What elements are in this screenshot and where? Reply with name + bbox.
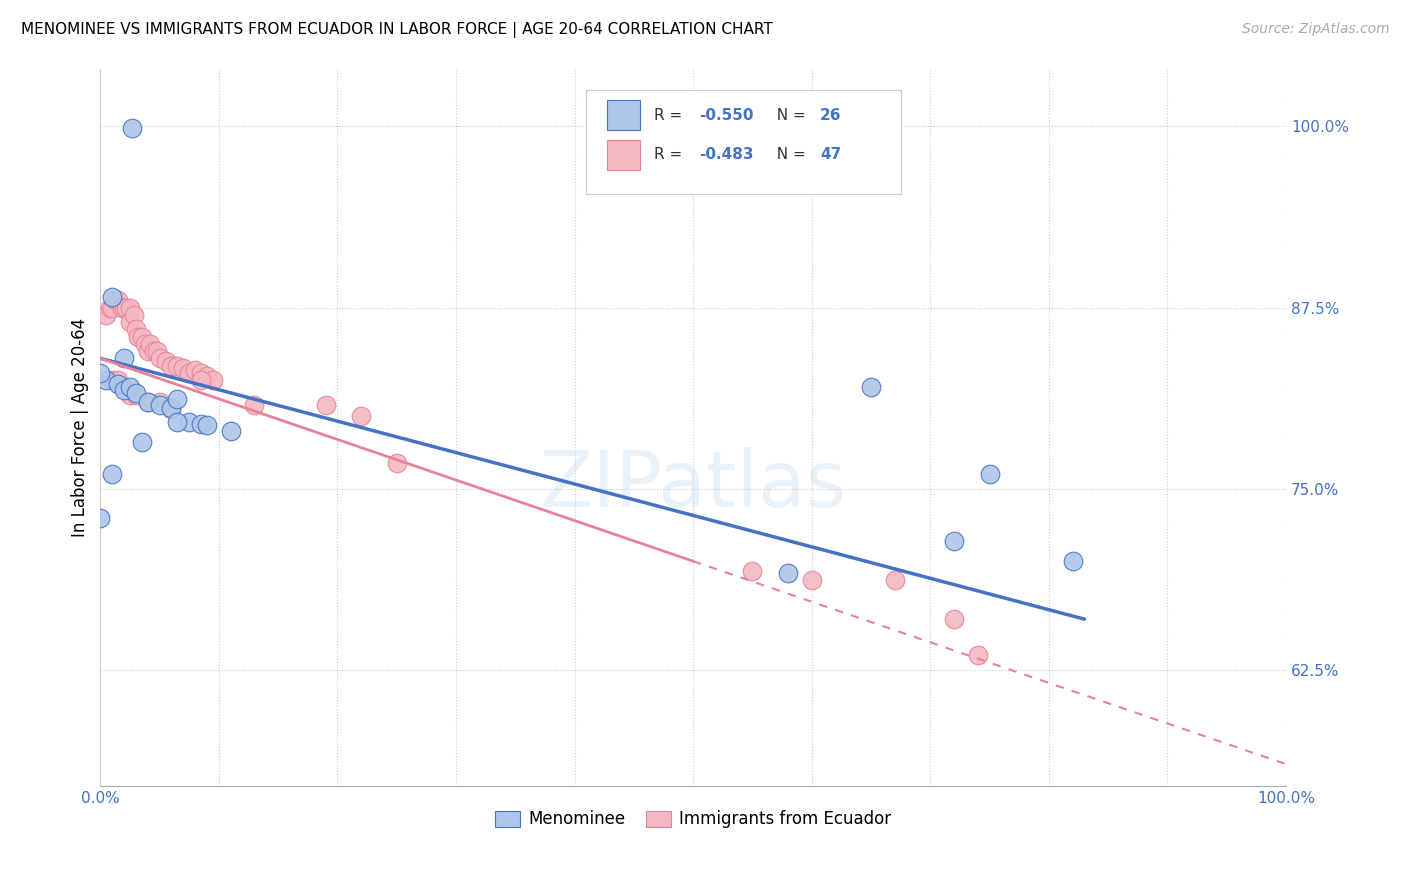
Point xyxy=(136,344,159,359)
Point xyxy=(149,398,172,412)
Text: 47: 47 xyxy=(820,147,841,162)
Point xyxy=(89,366,111,380)
Text: N =: N = xyxy=(766,108,810,122)
Text: MENOMINEE VS IMMIGRANTS FROM ECUADOR IN LABOR FORCE | AGE 20-64 CORRELATION CHAR: MENOMINEE VS IMMIGRANTS FROM ECUADOR IN … xyxy=(21,22,773,38)
Point xyxy=(131,435,153,450)
Point xyxy=(101,290,124,304)
FancyBboxPatch shape xyxy=(606,139,640,169)
Point xyxy=(101,467,124,482)
Text: ZIPatlas: ZIPatlas xyxy=(540,447,846,523)
Point xyxy=(776,566,799,580)
Point xyxy=(98,301,121,315)
Point xyxy=(125,386,148,401)
Point xyxy=(179,415,201,429)
Point xyxy=(122,308,145,322)
Point xyxy=(966,648,988,663)
Point xyxy=(111,301,134,315)
Point xyxy=(101,373,124,387)
Point xyxy=(179,366,201,380)
Point xyxy=(943,612,966,626)
Point xyxy=(883,573,905,587)
Point xyxy=(107,377,129,392)
Text: -0.483: -0.483 xyxy=(699,147,754,162)
Point xyxy=(1062,554,1084,568)
Point xyxy=(160,401,183,415)
Point xyxy=(184,363,207,377)
Point xyxy=(103,293,125,308)
Point xyxy=(195,417,218,432)
Point xyxy=(172,361,194,376)
Point xyxy=(943,533,966,548)
Point xyxy=(127,329,149,343)
Point xyxy=(160,402,183,417)
Point xyxy=(112,301,135,315)
Point xyxy=(96,308,118,322)
Point xyxy=(107,373,129,387)
Legend: Menominee, Immigrants from Ecuador: Menominee, Immigrants from Ecuador xyxy=(488,804,898,835)
Point xyxy=(139,336,162,351)
Point xyxy=(146,344,169,359)
Point xyxy=(166,359,188,373)
Text: 26: 26 xyxy=(820,108,842,122)
Point xyxy=(190,373,212,387)
Point xyxy=(859,380,882,394)
FancyBboxPatch shape xyxy=(586,90,901,194)
Point xyxy=(115,301,138,315)
Point xyxy=(134,336,156,351)
Point xyxy=(118,387,141,401)
Point xyxy=(112,351,135,366)
Point xyxy=(142,344,165,359)
Point xyxy=(195,368,218,383)
Point xyxy=(160,359,183,373)
Text: R =: R = xyxy=(654,108,688,122)
Point xyxy=(125,322,148,336)
Point xyxy=(118,301,141,315)
Point xyxy=(155,354,177,368)
FancyBboxPatch shape xyxy=(606,100,640,130)
Point xyxy=(350,409,373,424)
Point xyxy=(166,415,188,429)
Point xyxy=(190,366,212,380)
Point xyxy=(243,398,266,412)
Point xyxy=(136,394,159,409)
Point xyxy=(125,387,148,401)
Point xyxy=(96,373,118,387)
Point xyxy=(112,380,135,394)
Point xyxy=(121,120,143,135)
Text: Source: ZipAtlas.com: Source: ZipAtlas.com xyxy=(1241,22,1389,37)
Point xyxy=(385,456,408,470)
Point xyxy=(741,565,763,579)
Point xyxy=(101,301,124,315)
Point xyxy=(219,424,242,438)
Point xyxy=(315,398,337,412)
Point xyxy=(149,394,172,409)
Point xyxy=(190,417,212,431)
Point xyxy=(149,351,172,366)
Point xyxy=(201,373,224,387)
Point xyxy=(112,383,135,397)
Point xyxy=(136,394,159,409)
Point xyxy=(800,573,823,587)
Point xyxy=(118,315,141,329)
Point xyxy=(89,510,111,524)
Point xyxy=(107,293,129,308)
Point xyxy=(131,329,153,343)
Y-axis label: In Labor Force | Age 20-64: In Labor Force | Age 20-64 xyxy=(72,318,89,537)
Text: R =: R = xyxy=(654,147,688,162)
Text: -0.550: -0.550 xyxy=(699,108,754,122)
Text: N =: N = xyxy=(766,147,810,162)
Point xyxy=(118,380,141,394)
Point xyxy=(166,392,188,406)
Point xyxy=(979,467,1001,482)
